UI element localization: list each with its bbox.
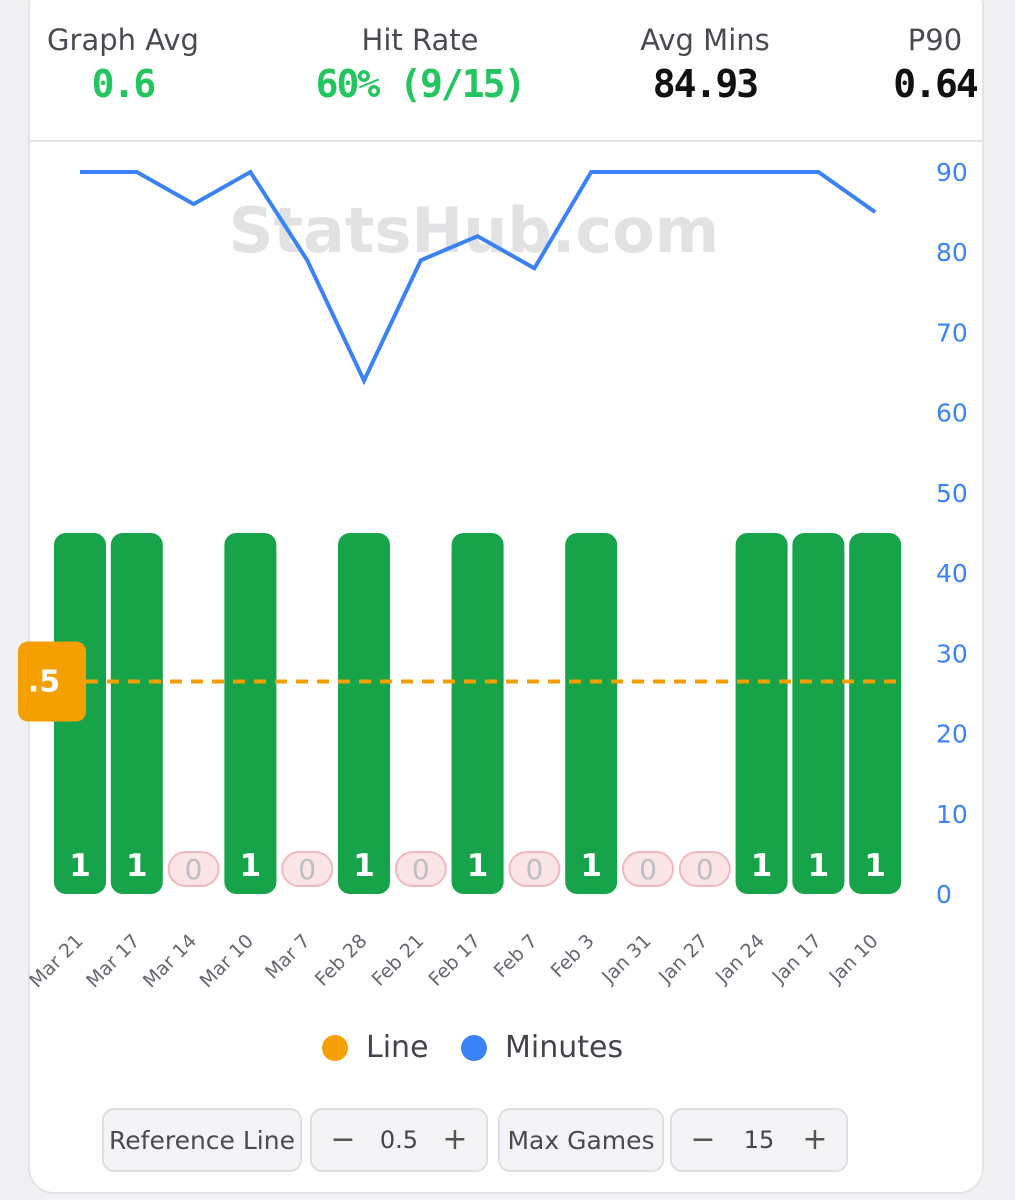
reference-line-badge-label: .5 — [28, 665, 60, 700]
avg-mins-stat: Avg Mins 84.93 — [620, 22, 790, 110]
legend-item-minutes[interactable]: Minutes — [461, 1030, 623, 1065]
bar-value-label: 1 — [467, 848, 489, 884]
miss-bar — [167, 851, 220, 887]
stats-row: Graph Avg 0.6 Hit Rate 60% (9/15) Avg Mi… — [0, 0, 1015, 140]
reference-line-label-box: Reference Line — [102, 1108, 302, 1172]
bar-value-label: 0 — [298, 853, 316, 886]
reference-line-badge — [18, 641, 86, 722]
miss-bar — [622, 851, 674, 887]
miss-bar — [281, 851, 334, 887]
right-axis-tick: 90 — [936, 158, 968, 187]
graph-avg-stat: Graph Avg 0.6 — [38, 22, 208, 110]
max-games-label-box: Max Games — [498, 1108, 664, 1172]
max-games-label: Max Games — [507, 1125, 655, 1155]
max-games-value: 15 — [743, 1126, 775, 1154]
legend-item-line[interactable]: Line — [322, 1030, 429, 1065]
hit-rate-stat: Hit Rate 60% (9/15) — [300, 22, 540, 110]
reference-line-stepper: − 0.5 + — [310, 1108, 488, 1172]
bar-value-label: 1 — [353, 848, 375, 884]
hit-rate-label: Hit Rate — [361, 23, 479, 57]
p90-value: 0.64 — [893, 62, 979, 106]
x-axis-label: Jan 27 — [654, 930, 712, 988]
right-axis-tick: 10 — [936, 800, 968, 829]
reference-line-decrement-button[interactable]: − — [330, 1122, 356, 1157]
right-axis-tick: 40 — [936, 559, 968, 588]
avg-mins-value: 84.93 — [652, 62, 759, 106]
max-games-stepper: − 15 + — [670, 1108, 848, 1172]
bar-value-label: 1 — [808, 848, 830, 884]
bar-value-label: 0 — [639, 853, 657, 886]
right-axis-tick: 20 — [936, 720, 968, 749]
minutes-legend-dot — [461, 1034, 487, 1061]
bar-value-label: 0 — [696, 853, 714, 886]
reference-line-value: 0.5 — [379, 1126, 419, 1154]
right-axis-tick: 50 — [936, 479, 968, 508]
bar-value-label: 0 — [185, 853, 203, 886]
hit-bar — [224, 533, 277, 894]
x-axis-label: Feb 3 — [547, 930, 599, 982]
right-axis-tick: 80 — [936, 238, 968, 267]
right-axis-tick: 60 — [936, 399, 968, 428]
x-axis-label: Mar 7 — [261, 930, 315, 984]
right-axis-tick: 70 — [936, 318, 968, 347]
bar-value-label: 1 — [69, 848, 91, 884]
p90-label: P90 — [907, 23, 963, 57]
stats-divider — [30, 140, 982, 142]
x-axis-label: Mar 10 — [196, 930, 258, 992]
bar-value-label: 1 — [240, 848, 262, 884]
right-axis-tick: 30 — [936, 639, 968, 668]
bar-value-label: 1 — [751, 848, 773, 884]
x-axis-label: Mar 14 — [139, 930, 201, 992]
graph-avg-value: 0.6 — [91, 62, 157, 106]
line-legend-dot — [322, 1034, 348, 1061]
legend-minutes-label: Minutes — [505, 1030, 624, 1065]
x-axis-label: Feb 7 — [490, 930, 542, 982]
bar-value-label: 1 — [864, 848, 886, 884]
x-axis-label: Jan 10 — [824, 930, 882, 988]
x-axis-label: Feb 21 — [368, 930, 429, 991]
x-axis-label: Feb 28 — [311, 930, 372, 991]
chart-legend: Line Minutes — [0, 1030, 1015, 1070]
hit-bar — [792, 533, 845, 894]
miss-bar — [678, 851, 731, 887]
hit-bar — [338, 533, 390, 894]
max-games-increment-button[interactable]: + — [802, 1122, 828, 1157]
watermark: StatsHub.com — [229, 194, 720, 267]
legend-line-label: Line — [366, 1030, 429, 1065]
bar-value-label: 1 — [580, 848, 602, 884]
x-axis-label: Jan 17 — [768, 930, 826, 988]
avg-mins-label: Avg Mins — [640, 23, 770, 57]
x-axis-label: Mar 21 — [25, 930, 87, 992]
hit-bar — [565, 533, 618, 894]
miss-bar — [394, 851, 447, 887]
reference-line-label: Reference Line — [109, 1125, 295, 1155]
x-axis-label: Feb 17 — [424, 930, 485, 991]
hit-bar — [849, 533, 902, 894]
x-axis-label: Mar 17 — [82, 930, 144, 992]
right-axis-tick: 0 — [936, 880, 952, 909]
p90-stat: P90 0.64 — [880, 22, 990, 110]
bar-value-label: 0 — [525, 853, 543, 886]
bar-value-label: 0 — [412, 853, 430, 886]
hit-rate-value: 60% (9/15) — [315, 62, 527, 106]
max-games-decrement-button[interactable]: − — [690, 1122, 716, 1157]
miss-bar — [508, 851, 561, 887]
hit-bar — [110, 533, 163, 894]
x-axis-label: Jan 31 — [597, 930, 655, 988]
hit-bar — [735, 533, 788, 894]
minutes-line — [80, 169, 877, 386]
hit-bar — [451, 533, 504, 894]
reference-line-increment-button[interactable]: + — [442, 1122, 468, 1157]
bar-value-label: 1 — [126, 848, 148, 884]
graph-avg-label: Graph Avg — [47, 23, 199, 57]
x-axis-label: Jan 24 — [711, 930, 769, 988]
